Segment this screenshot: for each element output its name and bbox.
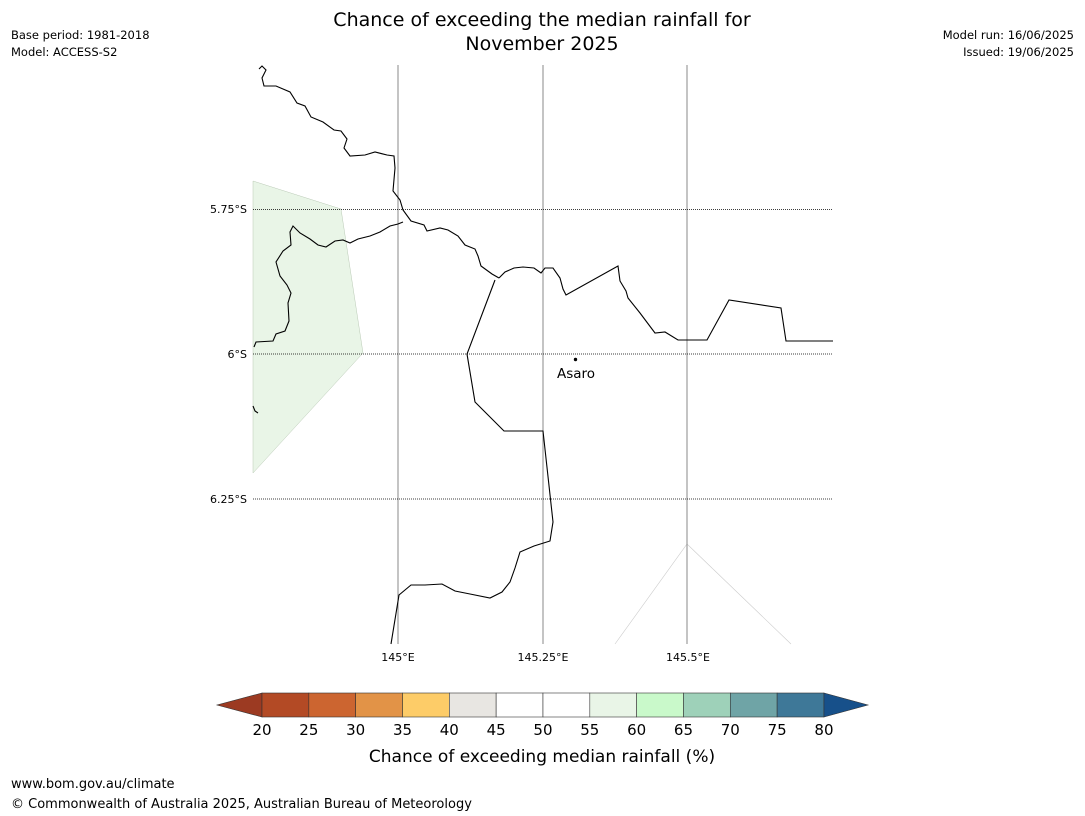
colorbar-segment — [449, 692, 497, 718]
colorbar: 20 25 30 35 40 45 50 55 60 65 70 75 80 — [215, 692, 870, 739]
footer-copyright: © Commonwealth of Australia 2025, Austra… — [11, 797, 472, 812]
footer: www.bom.gov.au/climate © Commonwealth of… — [11, 775, 472, 815]
colorbar-segment — [729, 692, 778, 718]
colorbar-tick-label: 80 — [814, 721, 833, 739]
colorbar-tick-label: 60 — [627, 721, 646, 739]
colorbar-tick-label: 30 — [346, 721, 365, 739]
colorbar-segment — [355, 692, 403, 718]
boundary-central — [498, 265, 833, 342]
shaded-region-left — [252, 180, 364, 474]
title-line-2: November 2025 — [465, 33, 619, 55]
colorbar-tick-label: 45 — [487, 721, 506, 739]
colorbar-segment — [495, 692, 544, 718]
colorbar-tick-label: 50 — [533, 721, 552, 739]
base-period: Base period: 1981-2018 — [11, 28, 150, 42]
lon-label-145-5: 145.5°E — [666, 651, 710, 664]
colorbar-extend-low — [215, 692, 263, 718]
map-title: Chance of exceeding the median rainfall … — [242, 8, 842, 56]
colorbar-tick-label: 35 — [393, 721, 412, 739]
contour-line-bottom — [614, 543, 792, 645]
model-run-date: Model run: 16/06/2025 — [942, 28, 1074, 42]
place-label-asaro: Asaro — [557, 366, 595, 382]
footer-url[interactable]: www.bom.gov.au/climate — [11, 777, 175, 792]
lat-label-5-75: 5.75°S — [210, 203, 247, 216]
colorbar-segment — [261, 692, 310, 718]
colorbar-tick-label: 75 — [768, 721, 787, 739]
colorbar-tick-label: 65 — [674, 721, 693, 739]
meta-left: Base period: 1981-2018 Model: ACCESS-S2 — [11, 27, 150, 61]
colorbar-tick-label: 70 — [721, 721, 740, 739]
boundary-north — [258, 65, 500, 279]
colorbar-segment — [402, 692, 450, 718]
colorbar-tick-label: 40 — [440, 721, 459, 739]
colorbar-tick-label: 55 — [580, 721, 599, 739]
colorbar-extend-high — [823, 692, 870, 718]
title-line-1: Chance of exceeding the median rainfall … — [333, 9, 751, 31]
colorbar-segment — [542, 692, 591, 718]
colorbar-segment — [776, 692, 825, 718]
colorbar-segment — [589, 692, 637, 718]
lon-label-145: 145°E — [381, 651, 414, 664]
colorbar-segment — [636, 692, 684, 718]
model-name: Model: ACCESS-S2 — [11, 45, 118, 59]
colorbar-segment — [308, 692, 356, 718]
colorbar-label: Chance of exceeding median rainfall (%) — [369, 747, 715, 767]
lat-label-6: 6°S — [228, 348, 247, 361]
boundary-west-loop — [253, 221, 404, 348]
meta-right: Model run: 16/06/2025 Issued: 19/06/2025 — [943, 27, 1074, 61]
lat-label-6-25: 6.25°S — [210, 493, 247, 506]
colorbar-tick-label: 20 — [252, 721, 271, 739]
lon-label-145-25: 145.25°E — [518, 651, 569, 664]
colorbar-tick-label: 25 — [299, 721, 318, 739]
colorbar-segment — [683, 692, 731, 718]
boundary-west-fragment — [252, 405, 259, 414]
boundary-south — [390, 279, 554, 645]
place-marker-asaro — [573, 357, 578, 362]
issued-date: Issued: 19/06/2025 — [963, 45, 1074, 59]
